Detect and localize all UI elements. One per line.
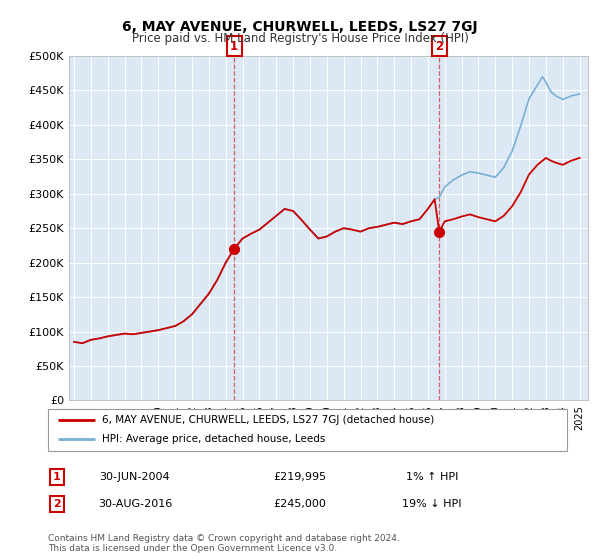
Text: 30-AUG-2016: 30-AUG-2016 — [98, 499, 172, 509]
Text: 2: 2 — [435, 40, 443, 53]
Text: Contains HM Land Registry data © Crown copyright and database right 2024.: Contains HM Land Registry data © Crown c… — [48, 534, 400, 543]
Text: HPI: Average price, detached house, Leeds: HPI: Average price, detached house, Leed… — [103, 435, 326, 445]
Text: Price paid vs. HM Land Registry's House Price Index (HPI): Price paid vs. HM Land Registry's House … — [131, 32, 469, 45]
Text: 2: 2 — [53, 499, 61, 509]
Text: This data is licensed under the Open Government Licence v3.0.: This data is licensed under the Open Gov… — [48, 544, 337, 553]
Text: £245,000: £245,000 — [274, 499, 326, 509]
Text: 19% ↓ HPI: 19% ↓ HPI — [402, 499, 462, 509]
Text: 1: 1 — [230, 40, 238, 53]
Text: 30-JUN-2004: 30-JUN-2004 — [100, 472, 170, 482]
FancyBboxPatch shape — [48, 409, 567, 451]
Text: £219,995: £219,995 — [274, 472, 326, 482]
Text: 1: 1 — [53, 472, 61, 482]
Text: 1% ↑ HPI: 1% ↑ HPI — [406, 472, 458, 482]
Text: 6, MAY AVENUE, CHURWELL, LEEDS, LS27 7GJ (detached house): 6, MAY AVENUE, CHURWELL, LEEDS, LS27 7GJ… — [103, 415, 435, 425]
Text: 6, MAY AVENUE, CHURWELL, LEEDS, LS27 7GJ: 6, MAY AVENUE, CHURWELL, LEEDS, LS27 7GJ — [122, 20, 478, 34]
